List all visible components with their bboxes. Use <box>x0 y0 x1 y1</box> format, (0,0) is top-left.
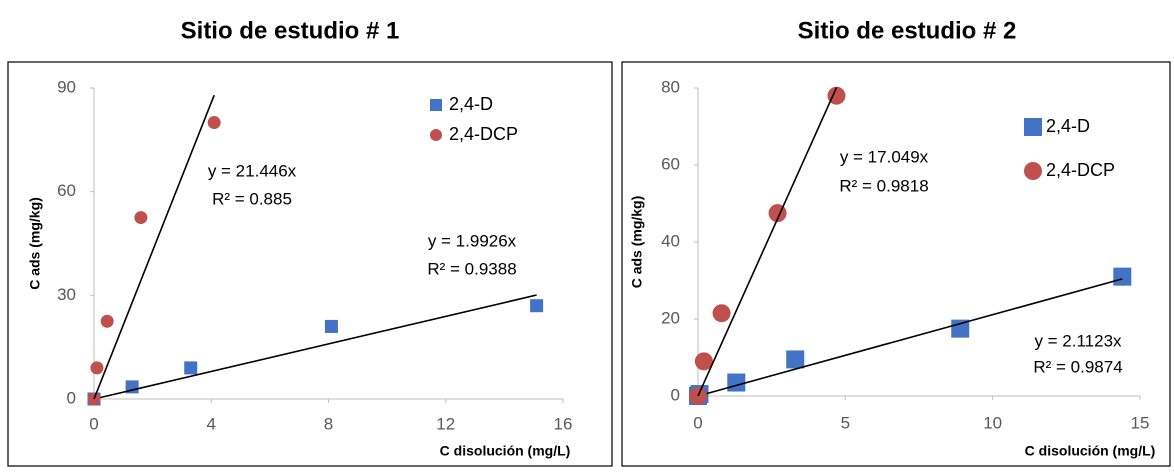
trendline-r2: R² = 0.9874 <box>1033 357 1122 376</box>
y-tick-label: 0 <box>67 388 76 407</box>
point <box>827 86 846 105</box>
x-tick-label: 0 <box>89 414 98 433</box>
y-tick-label: 30 <box>57 285 76 304</box>
y-tick-label: 60 <box>661 154 680 173</box>
point <box>134 211 148 225</box>
chart-title: Sitio de estudio # 2 <box>798 17 1017 44</box>
y-tick-label: 20 <box>661 308 680 327</box>
point <box>712 304 731 323</box>
x-axis-label: C disolución (mg/L) <box>440 443 571 459</box>
trendline <box>93 94 215 400</box>
y-tick-label: 0 <box>671 385 680 404</box>
point <box>786 350 805 369</box>
trendline-equation: y = 21.446x <box>208 161 297 180</box>
x-tick-label: 8 <box>324 414 333 433</box>
point <box>694 352 713 371</box>
panel-border <box>7 61 613 467</box>
legend-label: 2,4-DCP <box>1046 160 1115 180</box>
legend-label: 2,4-D <box>449 94 493 114</box>
y-tick-label: 60 <box>57 181 76 200</box>
legend-label: 2,4-DCP <box>449 124 518 144</box>
point <box>100 314 114 328</box>
x-tick-label: 12 <box>436 414 455 433</box>
point <box>184 361 198 375</box>
chart-title: Sitio de estudio # 1 <box>181 17 400 44</box>
point <box>1113 267 1132 286</box>
trendline <box>93 294 537 400</box>
trendline-r2: R² = 0.9388 <box>427 259 516 278</box>
x-tick-label: 0 <box>693 413 702 432</box>
legend-marker <box>1024 162 1042 180</box>
point <box>90 361 104 375</box>
trendline <box>697 278 1123 397</box>
x-tick-label: 5 <box>841 413 850 432</box>
x-axis-label: C disolución (mg/L) <box>1025 443 1156 459</box>
trendline-equation: y = 1.9926x <box>428 231 517 250</box>
y-tick-label: 90 <box>57 77 76 96</box>
y-axis-label: C ads (mg/kg) <box>629 196 645 289</box>
trendline <box>697 87 838 397</box>
trendline-equation: y = 2.1123x <box>1034 331 1122 350</box>
x-tick-label: 16 <box>554 414 573 433</box>
y-tick-label: 40 <box>661 231 680 250</box>
y-axis-label: C ads (mg/kg) <box>27 197 43 290</box>
y-tick-label: 80 <box>661 77 680 96</box>
panel-border <box>621 61 1171 467</box>
point <box>530 299 544 313</box>
trendline-r2: R² = 0.885 <box>212 189 292 208</box>
legend-marker <box>1024 118 1042 136</box>
x-tick-label: 10 <box>983 413 1002 432</box>
legend-marker <box>430 99 442 111</box>
point <box>324 319 338 333</box>
x-tick-label: 15 <box>1131 413 1150 432</box>
point <box>727 373 746 392</box>
x-tick-label: 4 <box>207 414 216 433</box>
legend-marker <box>430 129 442 141</box>
point <box>207 116 221 130</box>
trendline-r2: R² = 0.9818 <box>839 176 928 195</box>
legend-label: 2,4-D <box>1046 116 1090 136</box>
trendline-equation: y = 17.049x <box>840 147 929 166</box>
